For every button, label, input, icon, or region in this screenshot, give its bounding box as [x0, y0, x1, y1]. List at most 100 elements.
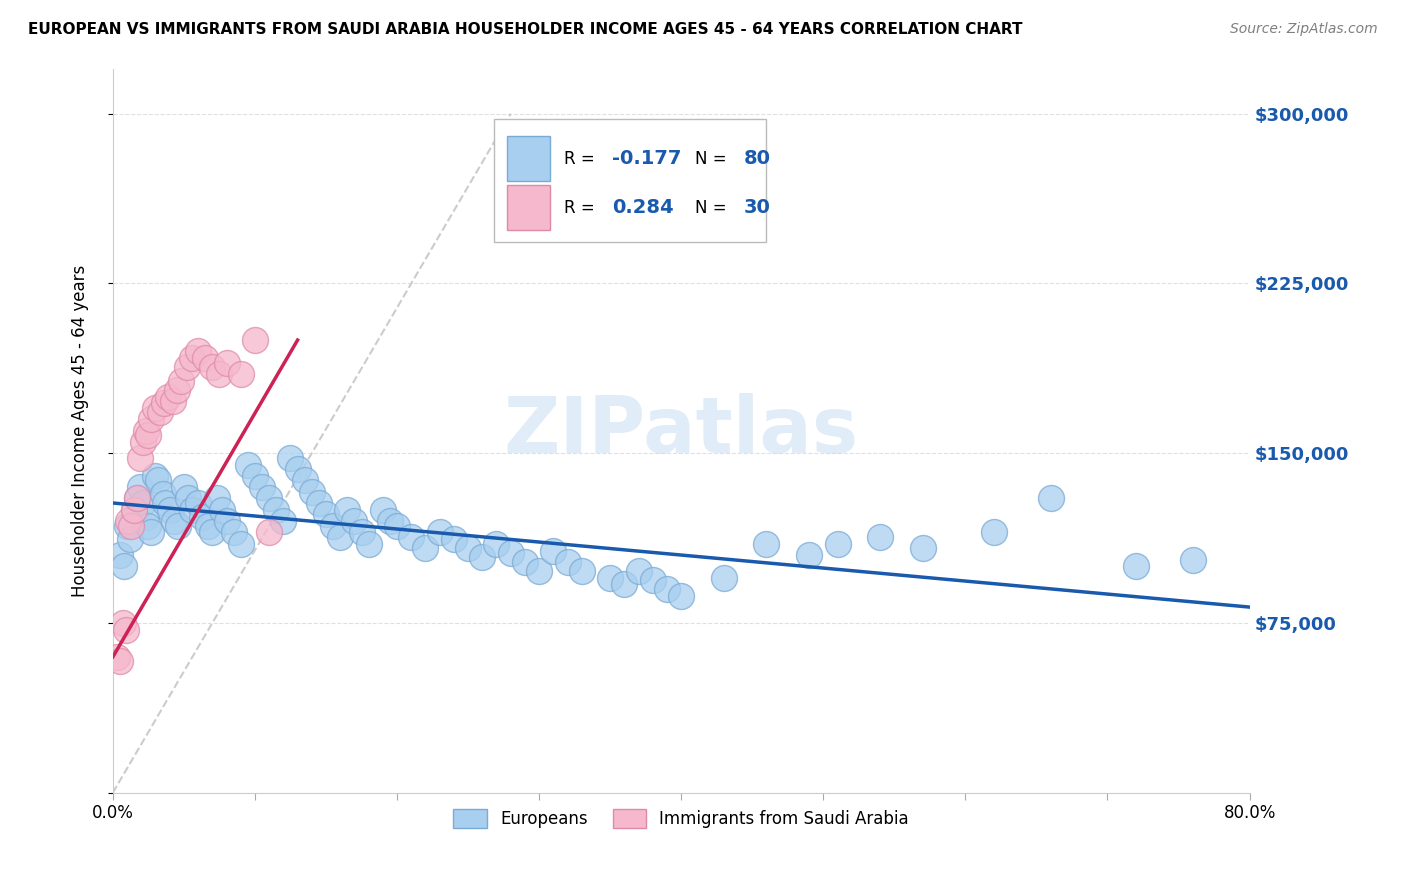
- Point: [613, 577, 636, 591]
- Point: [166, 383, 188, 397]
- Point: [181, 351, 204, 366]
- Point: [117, 514, 139, 528]
- Point: [197, 518, 219, 533]
- Point: [152, 487, 174, 501]
- Point: [128, 480, 150, 494]
- Point: [115, 518, 138, 533]
- Point: [713, 571, 735, 585]
- Point: [229, 367, 252, 381]
- Point: [138, 518, 160, 533]
- Point: [187, 344, 209, 359]
- Point: [557, 555, 579, 569]
- Text: ZIPatlas: ZIPatlas: [503, 392, 859, 468]
- Point: [322, 518, 344, 533]
- Point: [1181, 552, 1204, 566]
- Point: [280, 450, 302, 465]
- Point: [485, 537, 508, 551]
- Point: [457, 541, 479, 556]
- Point: [385, 518, 408, 533]
- Point: [141, 525, 163, 540]
- Point: [443, 532, 465, 546]
- Point: [125, 491, 148, 506]
- Point: [153, 396, 176, 410]
- Point: [627, 564, 650, 578]
- Point: [170, 374, 193, 388]
- Point: [911, 541, 934, 556]
- Text: -0.177: -0.177: [612, 149, 682, 168]
- Point: [287, 462, 309, 476]
- Point: [201, 525, 224, 540]
- Point: [641, 573, 664, 587]
- Point: [122, 503, 145, 517]
- Point: [149, 405, 172, 419]
- Text: N =: N =: [695, 199, 731, 217]
- Point: [114, 623, 136, 637]
- Point: [173, 480, 195, 494]
- Point: [128, 450, 150, 465]
- Point: [145, 401, 167, 415]
- Point: [329, 530, 352, 544]
- Point: [294, 474, 316, 488]
- Point: [163, 514, 186, 528]
- Point: [243, 333, 266, 347]
- Point: [350, 525, 373, 540]
- Point: [108, 654, 131, 668]
- Point: [181, 503, 204, 517]
- Point: [201, 360, 224, 375]
- Point: [122, 503, 145, 517]
- Point: [671, 589, 693, 603]
- Point: [301, 484, 323, 499]
- Point: [571, 564, 593, 578]
- Point: [108, 548, 131, 562]
- Point: [655, 582, 678, 596]
- Point: [155, 496, 177, 510]
- Point: [176, 360, 198, 375]
- Point: [135, 509, 157, 524]
- Y-axis label: Householder Income Ages 45 - 64 years: Householder Income Ages 45 - 64 years: [72, 264, 89, 597]
- FancyBboxPatch shape: [508, 136, 551, 181]
- Point: [273, 514, 295, 528]
- Point: [118, 532, 141, 546]
- Point: [159, 503, 181, 517]
- Point: [162, 394, 184, 409]
- Point: [215, 356, 238, 370]
- Point: [1125, 559, 1147, 574]
- Point: [357, 537, 380, 551]
- Text: 80: 80: [744, 149, 770, 168]
- Point: [983, 525, 1005, 540]
- Point: [1039, 491, 1062, 506]
- Point: [125, 491, 148, 506]
- Point: [264, 503, 287, 517]
- Point: [527, 564, 550, 578]
- Point: [229, 537, 252, 551]
- Point: [250, 480, 273, 494]
- Point: [105, 649, 128, 664]
- Point: [157, 390, 180, 404]
- Text: R =: R =: [564, 199, 600, 217]
- Point: [177, 491, 200, 506]
- Point: [141, 412, 163, 426]
- Point: [471, 550, 494, 565]
- Point: [336, 503, 359, 517]
- Point: [371, 503, 394, 517]
- Point: [315, 508, 337, 522]
- Point: [513, 555, 536, 569]
- Point: [120, 518, 142, 533]
- Point: [257, 525, 280, 540]
- Point: [208, 367, 231, 381]
- Point: [869, 530, 891, 544]
- Text: N =: N =: [695, 150, 731, 168]
- Point: [138, 428, 160, 442]
- Point: [131, 496, 153, 510]
- Point: [378, 514, 401, 528]
- Point: [499, 546, 522, 560]
- Point: [543, 543, 565, 558]
- Point: [429, 525, 451, 540]
- Point: [343, 514, 366, 528]
- Point: [599, 571, 621, 585]
- Point: [236, 458, 259, 472]
- Point: [827, 537, 849, 551]
- Point: [148, 474, 170, 488]
- Point: [243, 468, 266, 483]
- Point: [211, 503, 233, 517]
